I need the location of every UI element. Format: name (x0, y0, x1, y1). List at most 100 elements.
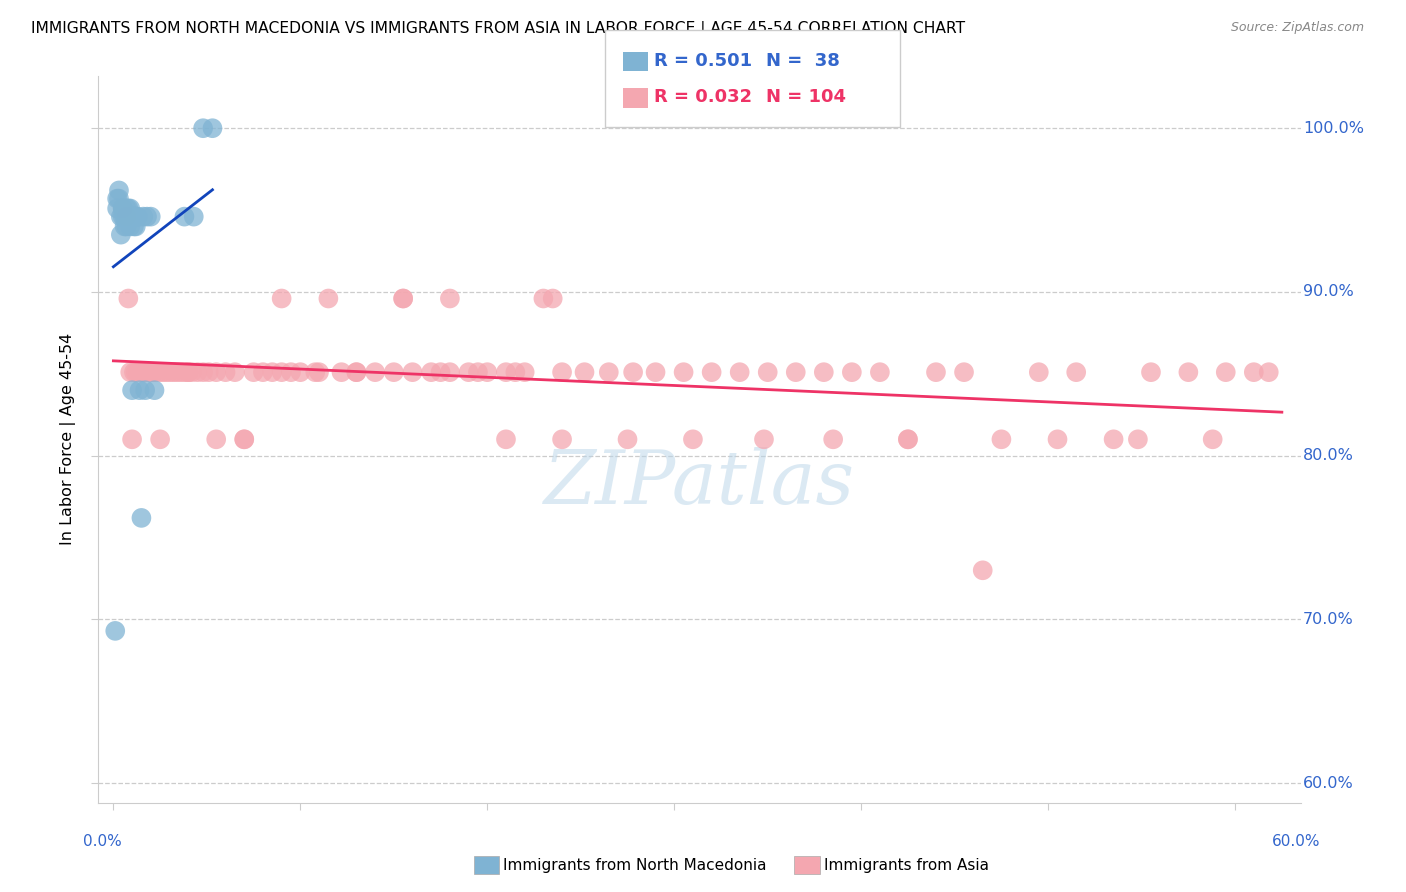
Point (111, 210, 134, 224)
Point (1243, 365, 1265, 379)
Point (105, 192, 128, 206)
Y-axis label: In Labor Force | Age 45-54: In Labor Force | Age 45-54 (59, 334, 76, 545)
Point (205, 432, 228, 446)
Text: R = 0.501: R = 0.501 (654, 52, 752, 70)
Point (143, 383, 166, 397)
Point (125, 210, 148, 224)
Point (115, 219, 138, 234)
Point (382, 365, 405, 379)
Point (1140, 365, 1163, 379)
Point (111, 202, 134, 216)
Point (233, 432, 256, 446)
Point (242, 365, 264, 379)
Point (125, 219, 148, 234)
Point (270, 365, 292, 379)
Point (1202, 432, 1225, 446)
Point (111, 202, 134, 216)
Point (128, 365, 150, 379)
Text: Source: ZipAtlas.com: Source: ZipAtlas.com (1230, 21, 1364, 35)
Point (505, 365, 527, 379)
Text: 70.0%: 70.0% (1303, 612, 1354, 627)
Point (1102, 432, 1125, 446)
Point (132, 210, 155, 224)
Point (1215, 365, 1237, 379)
Point (120, 219, 142, 234)
Point (142, 365, 165, 379)
Point (513, 365, 536, 379)
Point (897, 432, 920, 446)
Point (224, 365, 246, 379)
Point (180, 365, 202, 379)
Point (682, 432, 704, 446)
Point (139, 365, 162, 379)
Text: IMMIGRANTS FROM NORTH MACEDONIA VS IMMIGRANTS FROM ASIA IN LABOR FORCE | AGE 45-: IMMIGRANTS FROM NORTH MACEDONIA VS IMMIG… (31, 21, 965, 37)
Point (344, 365, 367, 379)
Point (105, 202, 128, 216)
Point (191, 365, 214, 379)
Point (752, 432, 775, 446)
Point (1064, 365, 1087, 379)
Point (201, 121, 224, 136)
Point (925, 365, 948, 379)
Point (186, 365, 208, 379)
Point (104, 624, 127, 638)
Point (170, 365, 193, 379)
Point (108, 192, 131, 206)
Point (439, 365, 461, 379)
Point (177, 365, 200, 379)
Point (1257, 365, 1279, 379)
Point (621, 365, 644, 379)
Point (183, 210, 205, 224)
Point (115, 202, 138, 216)
Point (117, 210, 139, 224)
Point (344, 365, 367, 379)
Point (541, 292, 564, 306)
Text: Immigrants from Asia: Immigrants from Asia (824, 858, 988, 872)
Point (467, 365, 489, 379)
Point (115, 210, 138, 224)
Point (114, 210, 136, 224)
Point (117, 292, 139, 306)
Point (304, 365, 326, 379)
Point (166, 365, 188, 379)
Text: 60.0%: 60.0% (1272, 834, 1320, 848)
Point (897, 432, 920, 446)
Point (392, 292, 415, 306)
Point (401, 365, 423, 379)
Point (728, 365, 751, 379)
Point (420, 365, 443, 379)
Point (495, 432, 517, 446)
Text: 80.0%: 80.0% (1303, 448, 1354, 463)
Text: R = 0.032: R = 0.032 (654, 88, 752, 106)
Point (823, 432, 845, 446)
Point (214, 365, 236, 379)
Point (1177, 365, 1199, 379)
Point (318, 292, 340, 306)
Point (233, 432, 256, 446)
Point (477, 365, 499, 379)
Point (990, 432, 1012, 446)
Text: 60.0%: 60.0% (1303, 776, 1354, 790)
Point (672, 365, 695, 379)
Point (136, 365, 159, 379)
Point (392, 292, 415, 306)
Point (139, 210, 162, 224)
Point (120, 210, 142, 224)
Point (173, 210, 195, 224)
Point (134, 383, 156, 397)
Point (813, 365, 835, 379)
Point (111, 202, 134, 216)
Point (131, 511, 153, 525)
Point (149, 432, 172, 446)
Point (136, 210, 159, 224)
Point (644, 365, 666, 379)
Point (108, 183, 131, 197)
Point (162, 365, 184, 379)
Point (150, 365, 173, 379)
Point (290, 365, 312, 379)
Point (110, 227, 132, 242)
Text: ZIPatlas: ZIPatlas (544, 447, 855, 519)
Point (110, 210, 132, 224)
Point (785, 365, 807, 379)
Point (148, 365, 170, 379)
